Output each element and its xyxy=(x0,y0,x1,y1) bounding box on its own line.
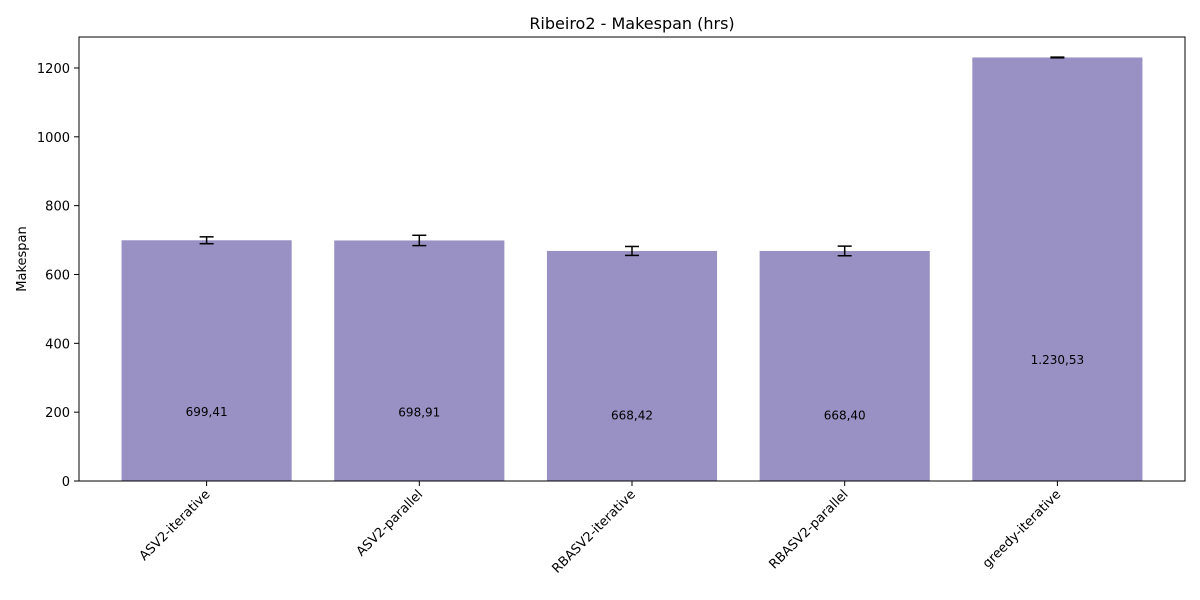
plot-frame xyxy=(78,36,1186,482)
y-tick-label-400: 400 xyxy=(45,337,70,352)
error-bar-RBASV2-parallel xyxy=(837,245,852,257)
error-bar-greedy-iterative xyxy=(1050,56,1065,59)
data-label-RBASV2-parallel: 668,40 xyxy=(824,408,866,422)
bar-ASV2-parallel xyxy=(334,240,505,481)
y-tick-label-800: 800 xyxy=(45,200,70,215)
x-tick-label-ASV2-parallel: ASV2-parallel xyxy=(354,487,426,559)
data-label-RBASV2-iterative: 668,42 xyxy=(611,408,653,422)
bar-RBASV2-iterative xyxy=(546,250,718,481)
data-label-ASV2-iterative: 699,41 xyxy=(186,405,228,419)
bar-ASV2-iterative xyxy=(121,240,292,481)
y-tick-label-1200: 1200 xyxy=(37,62,70,77)
bars-layer: 699,41 698,91 668,42 668,40 1.230,53 xyxy=(121,56,1143,481)
error-bar-ASV2-iterative xyxy=(199,236,214,245)
chart-title: Ribeiro2 - Makespan (hrs) xyxy=(529,14,734,33)
y-tick-label-1000: 1000 xyxy=(37,131,70,146)
bar-RBASV2-parallel xyxy=(759,250,930,481)
y-tick-label-0: 0 xyxy=(62,475,70,490)
error-bar-RBASV2-iterative xyxy=(625,245,639,257)
bar-greedy-iterative xyxy=(972,57,1143,481)
data-label-ASV2-parallel: 698,91 xyxy=(398,405,440,419)
y-tick-label-600: 600 xyxy=(45,268,70,283)
x-tick-label-ASV2-iterative: ASV2-iterative xyxy=(137,487,214,564)
x-tick-label-RBASV2-parallel: RBASV2-parallel xyxy=(766,487,851,572)
x-tick-label-greedy-iterative: greedy-iterative xyxy=(980,487,1064,571)
y-tick-label-200: 200 xyxy=(45,406,70,421)
x-tick-label-RBASV2-iterative: RBASV2-iterative xyxy=(549,487,638,576)
y-axis-label: Makespan xyxy=(15,226,30,291)
data-label-greedy-iterative: 1.230,53 xyxy=(1031,353,1084,367)
error-bar-ASV2-parallel xyxy=(412,234,427,247)
